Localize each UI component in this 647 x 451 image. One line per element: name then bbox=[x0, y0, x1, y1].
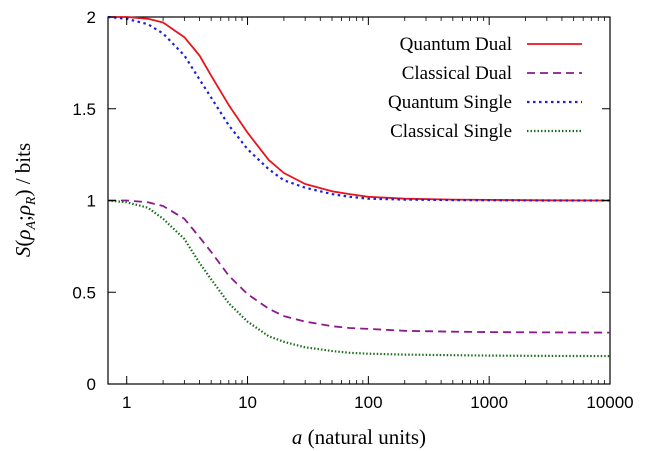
legend-label-quantum-dual: Quantum Dual bbox=[400, 34, 512, 55]
curves-group bbox=[107, 15, 611, 358]
y-tick-label: 1 bbox=[87, 192, 96, 211]
y-tick-label: 0.5 bbox=[72, 283, 96, 302]
x-tick-label: 1000 bbox=[470, 393, 508, 412]
x-tick-label: 10000 bbox=[586, 393, 633, 412]
x-axis-title: a (natural units) bbox=[292, 425, 426, 449]
ticks-group: 1 10 100 1000 10000 0 0.5 1 1.5 2 bbox=[72, 8, 633, 412]
x-tick-label: 10 bbox=[238, 393, 257, 412]
legend-label-quantum-single: Quantum Single bbox=[388, 92, 512, 113]
x-tick-label: 1 bbox=[122, 393, 131, 412]
y-tick-label: 1.5 bbox=[72, 100, 96, 119]
x-tick-label: 100 bbox=[354, 393, 382, 412]
x-axis-title-rest: (natural units) bbox=[302, 425, 426, 449]
y-axis-title: S(ρA;ρR) / bits bbox=[11, 143, 39, 257]
legend-label-classical-single: Classical Single bbox=[390, 121, 512, 142]
legend-label-classical-dual: Classical Dual bbox=[402, 63, 512, 84]
legend: Quantum Dual Classical Dual Quantum Single… bbox=[388, 34, 582, 142]
x-axis-title-variable: a bbox=[292, 425, 303, 449]
series-line-quantum-single bbox=[107, 15, 610, 202]
series-line-classical-single bbox=[107, 199, 611, 358]
series-line-quantum-dual bbox=[108, 16, 611, 202]
series-line-classical-dual bbox=[108, 199, 611, 334]
y-tick-label: 2 bbox=[87, 8, 96, 27]
y-tick-label: 0 bbox=[87, 375, 96, 394]
